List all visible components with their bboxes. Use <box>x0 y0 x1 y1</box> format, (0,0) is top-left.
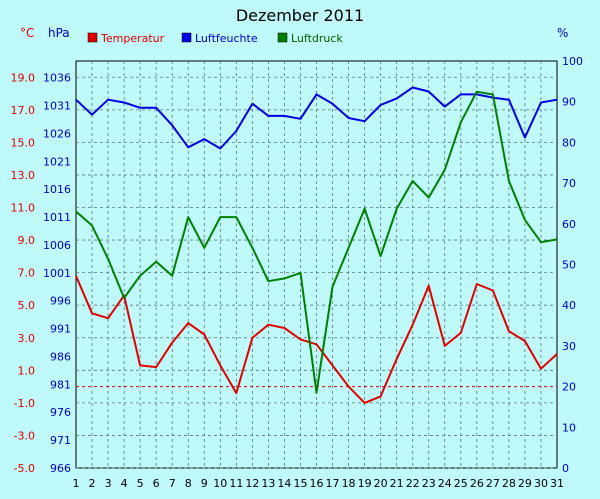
temperature-unit-label: °C <box>20 26 34 40</box>
day-tick-label: 23 <box>422 477 436 490</box>
pressure-tick-label: 1036 <box>43 72 71 85</box>
vertical-gridlines <box>91 61 542 468</box>
humidity-tick-label: 30 <box>562 340 576 353</box>
humidity-unit-label: % <box>557 26 568 40</box>
humidity-tick-label: 0 <box>562 462 569 475</box>
temperature-tick-label: 5.0 <box>18 299 36 312</box>
day-tick-label: 9 <box>201 477 208 490</box>
temperature-axis-ticks: 19.0 17.0 15.0 13.0 11.0 9.0 7.0 5.0 3.0 1.0 -1.0 -… <box>11 71 36 475</box>
series-line-luftfeuchte <box>75 86 558 150</box>
day-tick-label: 21 <box>390 477 404 490</box>
temperature-tick-label: 7.0 <box>18 267 36 280</box>
pressure-unit-label: hPa <box>48 26 70 40</box>
pressure-tick-label: 996 <box>50 295 71 308</box>
humidity-tick-label: 100 <box>562 55 583 68</box>
legend-label-temperatur: Temperatur <box>100 32 165 45</box>
day-tick-label: 16 <box>310 477 324 490</box>
temperature-tick-label: 15.0 <box>11 136 36 149</box>
day-tick-label: 27 <box>486 477 500 490</box>
day-tick-label: 26 <box>470 477 484 490</box>
day-tick-label: 22 <box>406 477 420 490</box>
day-tick-label: 20 <box>374 477 388 490</box>
humidity-tick-label: 80 <box>562 136 576 149</box>
pressure-tick-label: 976 <box>50 406 71 419</box>
humidity-tick-label: 10 <box>562 421 576 434</box>
humidity-tick-label: 20 <box>562 381 576 394</box>
day-tick-label: 4 <box>121 477 128 490</box>
pressure-tick-label: 991 <box>50 323 71 336</box>
humidity-tick-label: 90 <box>562 96 576 109</box>
day-tick-label: 14 <box>277 477 291 490</box>
legend-swatch-luftdruck <box>277 32 288 43</box>
pressure-tick-label: 1006 <box>43 239 71 252</box>
pressure-tick-label: 966 <box>50 462 71 475</box>
temperature-tick-label: 1.0 <box>18 364 36 377</box>
temperature-tick-label: 9.0 <box>18 234 36 247</box>
series-line-temperatur <box>75 275 558 404</box>
day-tick-label: 6 <box>153 477 160 490</box>
pressure-tick-label: 1031 <box>43 100 71 113</box>
temperature-tick-label: 11.0 <box>11 202 36 215</box>
day-tick-label: 18 <box>342 477 356 490</box>
legend-label-luftdruck: Luftdruck <box>291 32 343 45</box>
day-tick-label: 30 <box>534 477 548 490</box>
pressure-tick-label: 1021 <box>43 155 71 168</box>
pressure-tick-label: 1011 <box>43 211 71 224</box>
temperature-tick-label: -1.0 <box>14 397 35 410</box>
pressure-tick-label: 986 <box>50 350 71 363</box>
day-tick-label: 3 <box>105 477 112 490</box>
day-tick-label: 5 <box>137 477 144 490</box>
legend-swatch-luftfeuchte <box>181 32 192 43</box>
day-tick-label: 13 <box>261 477 275 490</box>
pressure-axis-ticks: 1036 1031 1026 1021 1016 1011 1006 1001 996 991 98… <box>43 72 71 475</box>
day-tick-label: 24 <box>438 477 452 490</box>
day-tick-label: 17 <box>326 477 340 490</box>
chart-title: Dezember 2011 <box>236 6 364 25</box>
temperature-tick-label: 17.0 <box>11 104 36 117</box>
day-tick-label: 31 <box>550 477 564 490</box>
day-tick-label: 1 <box>73 477 80 490</box>
humidity-tick-label: 70 <box>562 177 576 190</box>
day-tick-label: 11 <box>229 477 243 490</box>
temperature-tick-label: 13.0 <box>11 169 36 182</box>
legend-label-luftfeuchte: Luftfeuchte <box>195 32 258 45</box>
day-tick-label: 12 <box>245 477 259 490</box>
day-tick-label: 19 <box>358 477 372 490</box>
day-tick-label: 25 <box>454 477 468 490</box>
pressure-tick-label: 1016 <box>43 183 71 196</box>
series-layer <box>75 86 558 404</box>
legend-swatch-temperatur <box>87 32 98 43</box>
day-tick-label: 8 <box>185 477 192 490</box>
temperature-tick-label: 19.0 <box>11 71 36 84</box>
pressure-tick-label: 971 <box>50 434 71 447</box>
day-axis-ticks: 1 2 3 4 5 6 7 8 9 10 11 12 13 14 15 16 17 18 19 20 21 22 23 24 2… <box>73 477 565 490</box>
day-tick-label: 7 <box>169 477 176 490</box>
pressure-tick-label: 1026 <box>43 127 71 140</box>
temperature-tick-label: -3.0 <box>14 429 35 442</box>
temperature-tick-label: 3.0 <box>18 332 36 345</box>
pressure-tick-label: 1001 <box>43 267 71 280</box>
humidity-tick-label: 50 <box>562 259 576 272</box>
pressure-tick-label: 981 <box>50 378 71 391</box>
temperature-tick-label: -5.0 <box>14 462 35 475</box>
day-tick-label: 29 <box>518 477 532 490</box>
day-tick-label: 15 <box>293 477 307 490</box>
humidity-tick-label: 40 <box>562 299 576 312</box>
legend: Temperatur Luftfeuchte Luftdruck <box>87 32 343 45</box>
day-tick-label: 10 <box>213 477 227 490</box>
day-tick-label: 28 <box>502 477 516 490</box>
series-line-luftdruck <box>75 90 558 394</box>
humidity-tick-label: 60 <box>562 218 576 231</box>
day-tick-label: 2 <box>89 477 96 490</box>
